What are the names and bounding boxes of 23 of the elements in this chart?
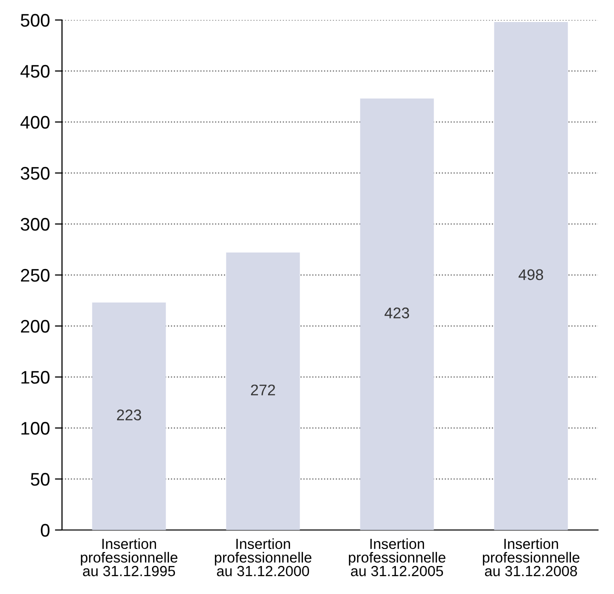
data-label: 223	[117, 410, 142, 420]
data-label: 498	[518, 269, 544, 280]
y-tick-label: 500	[20, 14, 50, 27]
x-tick-label: Insertion professionnelle au 31.12.2008	[482, 538, 580, 576]
x-tick-label: Insertion professionnelle au 31.12.2005	[348, 538, 446, 576]
y-tick-label: 450	[20, 64, 50, 78]
bar	[92, 302, 166, 530]
y-tick-label: 300	[20, 218, 50, 231]
data-label: 272	[251, 384, 275, 396]
bar	[226, 252, 300, 530]
bar	[360, 98, 434, 530]
x-tick-label: Insertion professionnelle au 31.12.2000	[214, 538, 312, 576]
y-tick-label: 0	[40, 524, 50, 537]
y-tick-label: 100	[21, 422, 50, 435]
x-tick-label: Insertion professionnelle au 31.12.1995	[80, 538, 178, 576]
y-tick-label: 150	[21, 370, 50, 384]
y-tick-label: 350	[20, 166, 50, 180]
y-tick-label: 400	[20, 116, 50, 129]
y-tick-label: 50	[30, 472, 50, 486]
data-label: 423	[384, 308, 410, 318]
bar	[494, 22, 568, 530]
y-tick-label: 250	[20, 268, 50, 282]
y-tick-label: 200	[20, 320, 50, 333]
